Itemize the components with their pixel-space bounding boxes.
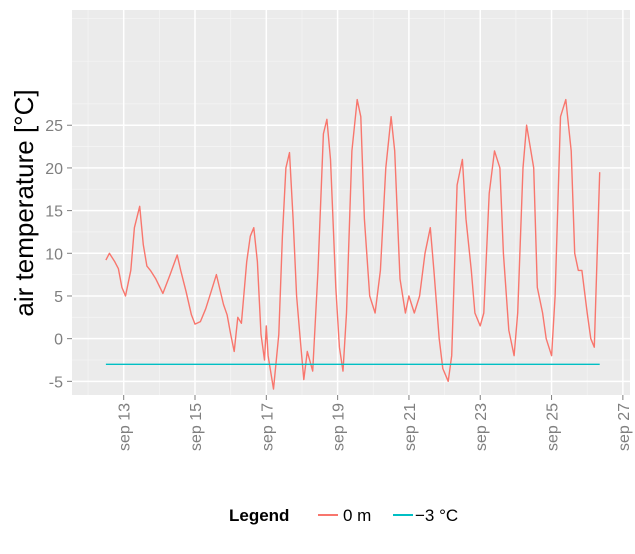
- series-lines: [105, 98, 601, 390]
- plot-panel: [72, 10, 630, 395]
- x-tick-label: sep 21: [402, 403, 419, 451]
- axis-ticks: [67, 124, 624, 400]
- x-tick-label: sep 19: [331, 403, 348, 451]
- y-tick-label: -5: [49, 374, 63, 391]
- x-tick-label: sep 17: [259, 403, 276, 451]
- x-tick-label: sep 23: [473, 403, 490, 451]
- x-tick-label: sep 27: [616, 403, 633, 451]
- legend-label-0-m: 0 m: [343, 506, 371, 525]
- x-tick-label: sep 13: [117, 403, 134, 451]
- y-tick-label: 10: [45, 246, 63, 263]
- y-tick-label: 25: [45, 118, 63, 135]
- y-axis-title: air temperature [°C]: [9, 89, 39, 316]
- legend-title: Legend: [229, 506, 289, 525]
- legend: Legend 0 m −3 °C: [229, 506, 458, 525]
- x-tick-labels: sep 13 sep 15 sep 17 sep 19 sep 21 sep 23 sep …: [117, 403, 633, 451]
- x-tick-label: sep 25: [545, 403, 562, 451]
- y-tick-label: 0: [54, 332, 63, 349]
- y-tick-label: 15: [45, 204, 63, 221]
- y-tick-label: 5: [54, 289, 63, 306]
- series-line-0: [105, 98, 601, 390]
- x-tick-label: sep 15: [188, 403, 205, 451]
- legend-label-minus-3: −3 °C: [415, 506, 458, 525]
- y-tick-labels: -5 0 5 10 15 20 25: [45, 118, 63, 391]
- y-tick-label: 20: [45, 161, 63, 178]
